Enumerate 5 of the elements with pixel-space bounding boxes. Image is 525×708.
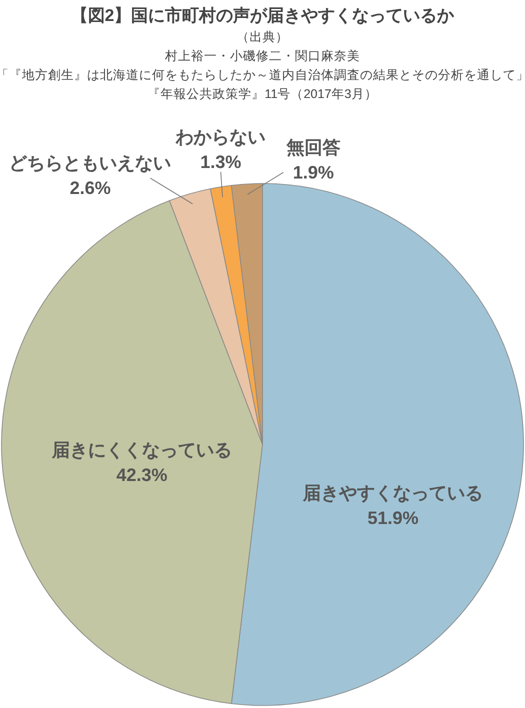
annotation: 「『地方創生』は北海道に何をもたらしたか～道内自治体調査の結果とその分析を通して」: [0, 68, 525, 82]
title: 【図2】国に市町村の声が届きやすくなっているか: [70, 6, 454, 25]
annotation: 『年報公共政策学』11号（2017年3月）: [148, 87, 378, 101]
annotation: 村上裕一・小磯修二・関口麻奈美: [165, 49, 360, 63]
annotation: （出典）: [236, 30, 288, 44]
